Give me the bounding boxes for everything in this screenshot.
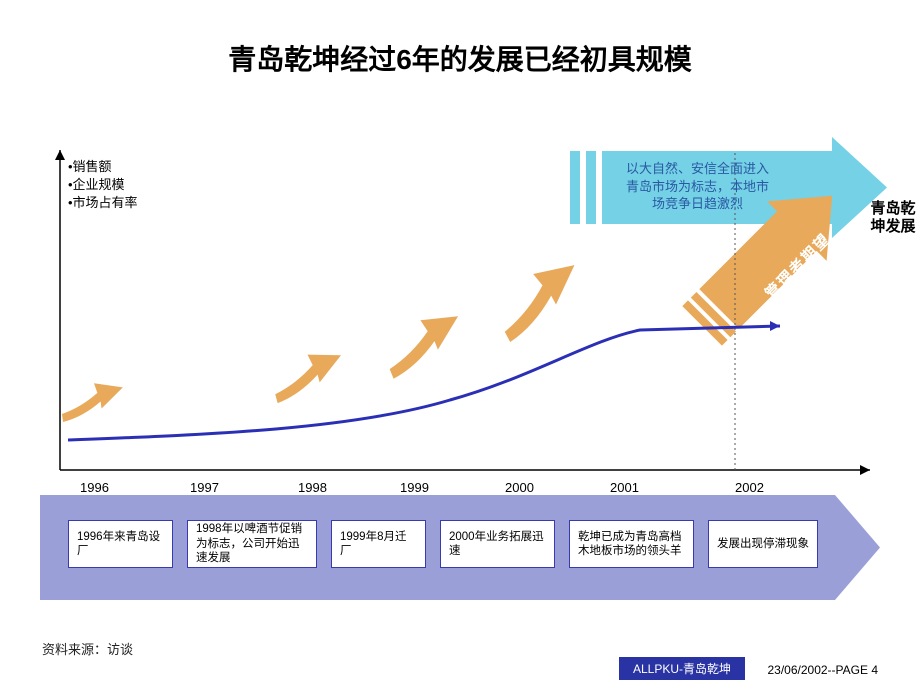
axis-legend: •销售额 •企业规模 •市场占有率 (68, 158, 138, 213)
diagram-canvas (0, 0, 920, 690)
timeline-boxes: 1996年来青岛设厂 1998年以啤酒节促销为标志，公司开始迅速发展 1999年8月… (68, 520, 818, 568)
timeline-box: 2000年业务拓展迅速 (440, 520, 555, 568)
side-label: 青岛乾坤发展 (868, 200, 918, 236)
footer-brand: ALLPKU-青岛乾坤 (619, 657, 745, 680)
timeline-box: 1999年8月迁厂 (331, 520, 426, 568)
timeline-box: 1996年来青岛设厂 (68, 520, 173, 568)
source-note: 资料来源：访谈 (42, 639, 133, 658)
bullet-item: •企业规模 (68, 176, 138, 194)
timeline-box: 1998年以啤酒节促销为标志，公司开始迅速发展 (187, 520, 317, 568)
timeline-box: 乾坤已成为青岛高档木地板市场的领头羊 (569, 520, 694, 568)
page-title: 青岛乾坤经过6年的发展已经初具规模 (0, 38, 920, 78)
footer-page: 23/06/2002--PAGE 4 (761, 660, 884, 680)
year-label: 1998 (298, 480, 327, 495)
bullet-item: •销售额 (68, 158, 138, 176)
year-label: 1996 (80, 480, 109, 495)
bullet-item: •市场占有率 (68, 194, 138, 212)
year-label: 2000 (505, 480, 534, 495)
year-label: 2001 (610, 480, 639, 495)
timeline-box: 发展出现停滞现象 (708, 520, 818, 568)
year-label: 2002 (735, 480, 764, 495)
cyan-arrow-text: 以大自然、安信全面进入青岛市场为标志，本地市场竞争日趋激烈 (620, 160, 775, 213)
year-label: 1999 (400, 480, 429, 495)
year-label: 1997 (190, 480, 219, 495)
